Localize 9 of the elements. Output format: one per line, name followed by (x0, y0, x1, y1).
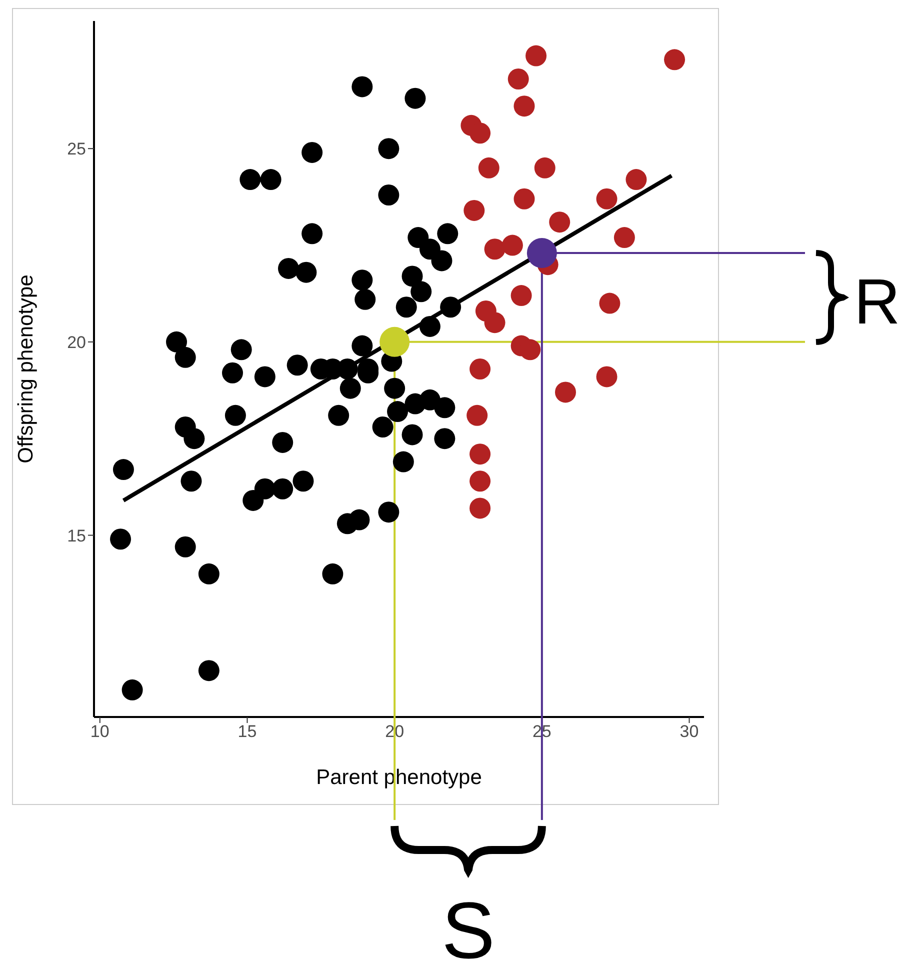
text: S (442, 886, 495, 969)
x-tick-label: 30 (680, 722, 699, 742)
y-tick-label: 20 (67, 332, 86, 352)
x-tick-label: 10 (90, 722, 110, 742)
y-tick-label: 15 (67, 526, 86, 546)
text: R (854, 265, 900, 338)
y-axis-title: Offspring phenotype (14, 274, 38, 464)
y-tick-label: 25 (67, 140, 86, 159)
x-tick-label: 15 (238, 722, 257, 742)
